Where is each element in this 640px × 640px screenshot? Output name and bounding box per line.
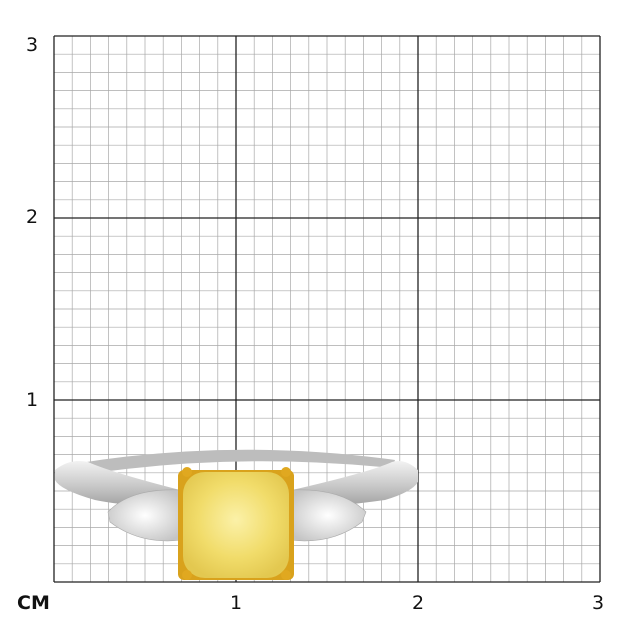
x-label-2: 2 <box>412 592 425 614</box>
ring-band-back <box>80 449 395 474</box>
ring-image <box>55 449 418 580</box>
grid-major-lines <box>53 35 601 583</box>
unit-label: CM <box>17 592 50 614</box>
prong <box>281 570 291 580</box>
y-label-2: 2 <box>26 206 39 228</box>
prong <box>281 467 291 477</box>
y-label-3: 3 <box>26 34 39 56</box>
x-label-3: 3 <box>592 592 605 614</box>
x-label-1: 1 <box>230 592 243 614</box>
y-label-1: 1 <box>26 389 39 411</box>
prong <box>182 467 192 477</box>
prong <box>182 570 192 580</box>
yellow-cushion-diamond <box>183 472 289 578</box>
